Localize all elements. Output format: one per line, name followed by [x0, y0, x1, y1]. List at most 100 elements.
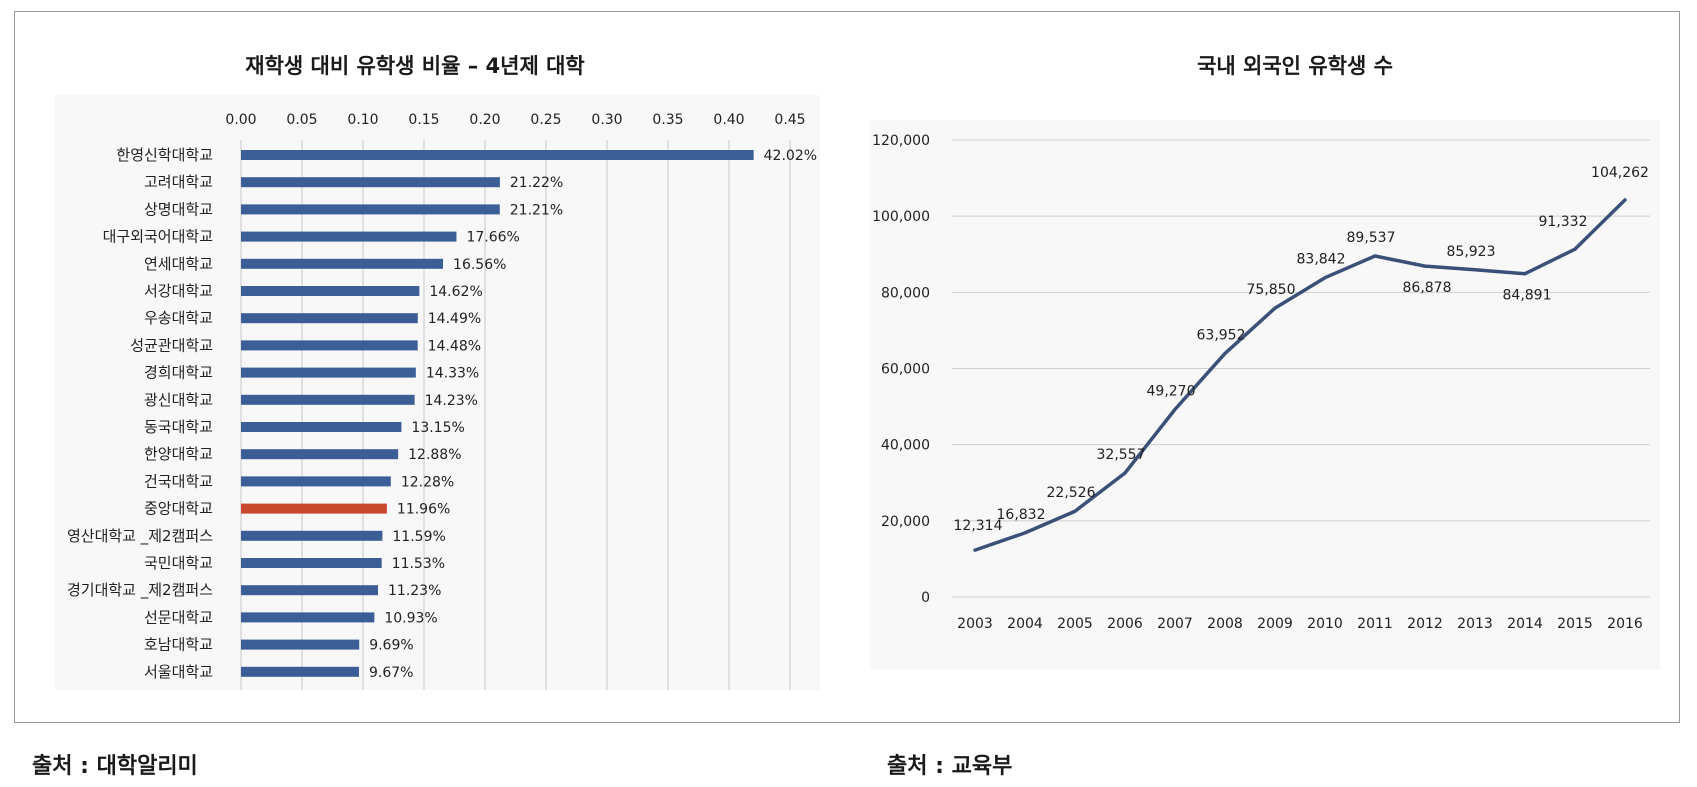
bar [241, 476, 391, 487]
category-label: 영산대학교 _제2캠퍼스 [67, 527, 213, 546]
data-point [1623, 198, 1627, 202]
x-tick-label: 2016 [1607, 616, 1643, 632]
x-tick-label: 0.35 [652, 112, 683, 128]
bar-chart-title: 재학생 대비 유학생 비율 – 4년제 대학 [245, 54, 584, 78]
y-tick-label: 0 [921, 590, 930, 606]
line-chart-panel [870, 120, 1660, 670]
data-point [1273, 306, 1277, 310]
point-value-label: 32,557 [1097, 447, 1146, 463]
bar [241, 530, 383, 541]
data-point [1373, 254, 1377, 258]
y-tick-label: 40,000 [881, 438, 930, 454]
bar-value-label: 21.22% [510, 175, 563, 191]
x-tick-label: 0.40 [713, 112, 744, 128]
y-tick-label: 60,000 [881, 362, 930, 378]
category-label: 선문대학교 [144, 608, 213, 626]
x-tick-label: 2011 [1357, 616, 1393, 632]
data-point [1523, 272, 1527, 276]
category-label: 국민대학교 [144, 554, 213, 572]
point-value-label: 89,537 [1347, 230, 1396, 246]
x-tick-label: 2009 [1257, 616, 1293, 632]
data-point [1073, 509, 1077, 513]
bar-chart-source: 출처 : 대학알리미 [32, 754, 198, 779]
data-point [1423, 264, 1427, 268]
point-value-label: 75,850 [1247, 282, 1296, 298]
category-label: 서울대학교 [144, 663, 213, 681]
category-label: 경희대학교 [144, 364, 213, 382]
point-value-label: 12,314 [954, 518, 1003, 534]
bar [241, 585, 379, 596]
bar [241, 313, 418, 324]
category-label: 중앙대학교 [144, 500, 213, 518]
x-tick-label: 2013 [1457, 616, 1493, 632]
point-value-label: 85,923 [1447, 244, 1496, 260]
category-label: 우송대학교 [144, 309, 213, 327]
x-tick-label: 0.45 [774, 112, 805, 128]
bar [241, 666, 359, 677]
data-point [1223, 351, 1227, 355]
bar-value-label: 10.93% [384, 610, 437, 626]
x-tick-label: 2003 [957, 616, 993, 632]
x-tick-label: 2014 [1507, 616, 1543, 632]
line-chart-source: 출처 : 교육부 [887, 754, 1013, 779]
bar [241, 340, 418, 351]
x-tick-label: 2008 [1207, 616, 1243, 632]
data-point [1573, 247, 1577, 251]
category-label: 고려대학교 [144, 173, 213, 191]
data-point [1023, 531, 1027, 535]
bar [241, 286, 420, 296]
x-tick-label: 0.25 [530, 112, 561, 128]
point-value-label: 84,891 [1503, 288, 1552, 304]
point-value-label: 91,332 [1539, 214, 1588, 230]
bar [241, 204, 500, 215]
bar [241, 422, 402, 432]
bar-chart-panel [55, 95, 820, 690]
bar [241, 503, 387, 514]
category-label: 경기대학교 _제2캠퍼스 [67, 581, 213, 600]
bar-value-label: 14.49% [428, 311, 481, 327]
category-label: 연세대학교 [144, 255, 213, 273]
category-label: 성균관대학교 [130, 336, 213, 354]
point-value-label: 104,262 [1591, 165, 1649, 181]
data-point [973, 548, 977, 552]
x-tick-label: 0.15 [408, 112, 439, 128]
data-point [1473, 268, 1477, 272]
y-tick-label: 80,000 [881, 285, 930, 301]
bar [241, 639, 360, 650]
x-tick-label: 2005 [1057, 616, 1093, 632]
point-value-label: 49,270 [1147, 383, 1196, 399]
bar-value-label: 11.59% [392, 529, 445, 545]
data-point [1323, 276, 1327, 280]
bar [241, 177, 500, 188]
bar-value-label: 14.33% [426, 366, 479, 382]
category-label: 서강대학교 [144, 282, 213, 300]
bar-value-label: 14.23% [425, 393, 478, 409]
bar [241, 449, 399, 460]
x-tick-label: 2006 [1107, 616, 1143, 632]
x-tick-label: 2012 [1407, 616, 1443, 632]
bar-value-label: 9.69% [369, 638, 413, 654]
x-tick-label: 2007 [1157, 616, 1193, 632]
series-line [973, 198, 1627, 552]
category-label: 동국대학교 [144, 418, 213, 436]
x-tick-label: 0.20 [469, 112, 500, 128]
bar [241, 231, 457, 242]
category-label: 한영신학대학교 [116, 146, 213, 164]
bar-value-label: 21.21% [510, 202, 563, 218]
x-tick-label: 2015 [1557, 616, 1593, 632]
x-tick-label: 0.10 [347, 112, 378, 128]
bar [241, 612, 375, 623]
x-tick-label: 2004 [1007, 616, 1043, 632]
bar-value-label: 12.28% [401, 474, 454, 490]
y-tick-label: 120,000 [872, 133, 930, 149]
bar-value-label: 9.67% [369, 665, 413, 681]
bar-value-label: 42.02% [764, 148, 817, 164]
point-value-label: 86,878 [1403, 280, 1452, 296]
x-tick-label: 0.30 [591, 112, 622, 128]
point-value-label: 22,526 [1047, 485, 1096, 501]
bar [241, 558, 382, 568]
x-tick-label: 2010 [1307, 616, 1343, 632]
category-label: 대구외국어대학교 [103, 228, 213, 246]
